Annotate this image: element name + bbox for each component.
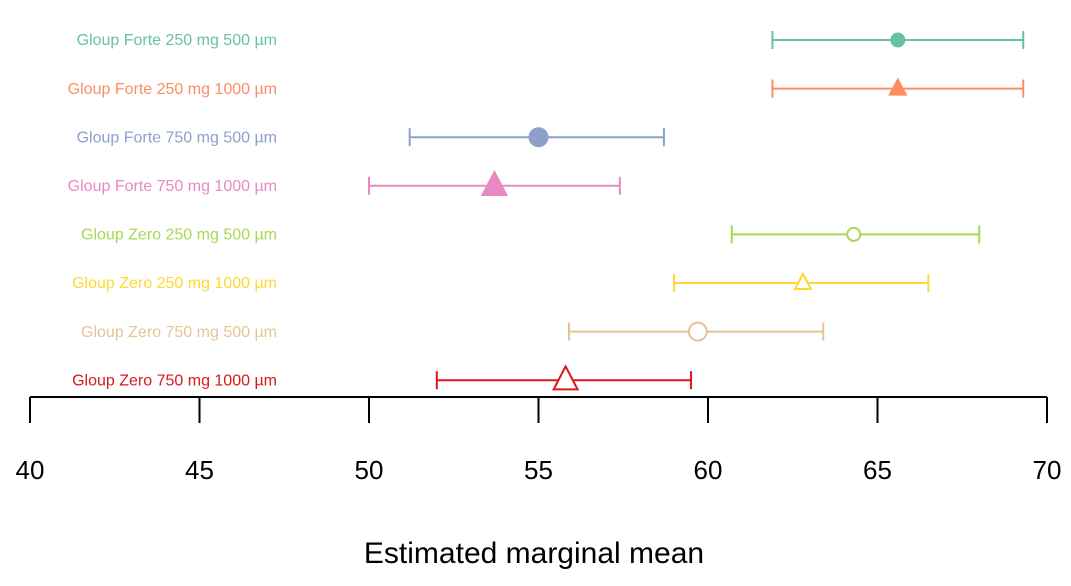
series-label: Gloup Zero 250 mg 500 µm: [81, 227, 277, 244]
series-row: Gloup Forte 250 mg 1000 µm: [68, 77, 1025, 98]
x-tick-label: 50: [355, 455, 384, 485]
series-row: Gloup Forte 250 mg 500 µm: [77, 31, 1025, 49]
series-row: Gloup Forte 750 mg 500 µm: [77, 127, 665, 148]
x-tick-label: 40: [16, 455, 45, 485]
series-row: Gloup Forte 750 mg 1000 µm: [68, 169, 621, 196]
series-row: Gloup Zero 750 mg 1000 µm: [72, 364, 693, 391]
x-axis: 40 45 50 55 60 65 70: [16, 396, 1062, 485]
point-estimate-circle: [846, 226, 862, 242]
series-label: Gloup Forte 250 mg 1000 µm: [68, 81, 277, 98]
series-row: Gloup Zero 250 mg 1000 µm: [72, 271, 930, 292]
series-label: Gloup Forte 750 mg 1000 µm: [68, 178, 277, 195]
x-tick-label: 60: [694, 455, 723, 485]
x-tick-label: 55: [524, 455, 553, 485]
series-label: Gloup Forte 250 mg 500 µm: [77, 32, 277, 49]
x-tick-label: 70: [1033, 455, 1062, 485]
point-estimate-circle: [687, 321, 708, 342]
series-label: Gloup Forte 750 mg 500 µm: [77, 129, 277, 146]
point-estimate-triangle: [480, 169, 509, 196]
point-estimate-triangle: [551, 364, 580, 391]
series-label: Gloup Zero 750 mg 1000 µm: [72, 372, 277, 389]
series-row: Gloup Zero 250 mg 500 µm: [81, 225, 981, 244]
series-label: Gloup Zero 250 mg 1000 µm: [72, 275, 277, 292]
point-estimate-triangle: [888, 77, 908, 96]
series-rows: Gloup Forte 250 mg 500 µm Gloup Forte 250…: [68, 31, 1025, 391]
x-tick-label: 45: [185, 455, 214, 485]
series-label: Gloup Zero 750 mg 500 µm: [81, 324, 277, 341]
point-estimate-circle: [890, 32, 906, 48]
x-axis-title: Estimated marginal mean: [364, 537, 704, 570]
point-estimate-triangle: [793, 271, 813, 290]
point-estimate-circle: [528, 127, 549, 148]
series-row: Gloup Zero 750 mg 500 µm: [81, 321, 825, 342]
x-tick-label: 65: [863, 455, 892, 485]
